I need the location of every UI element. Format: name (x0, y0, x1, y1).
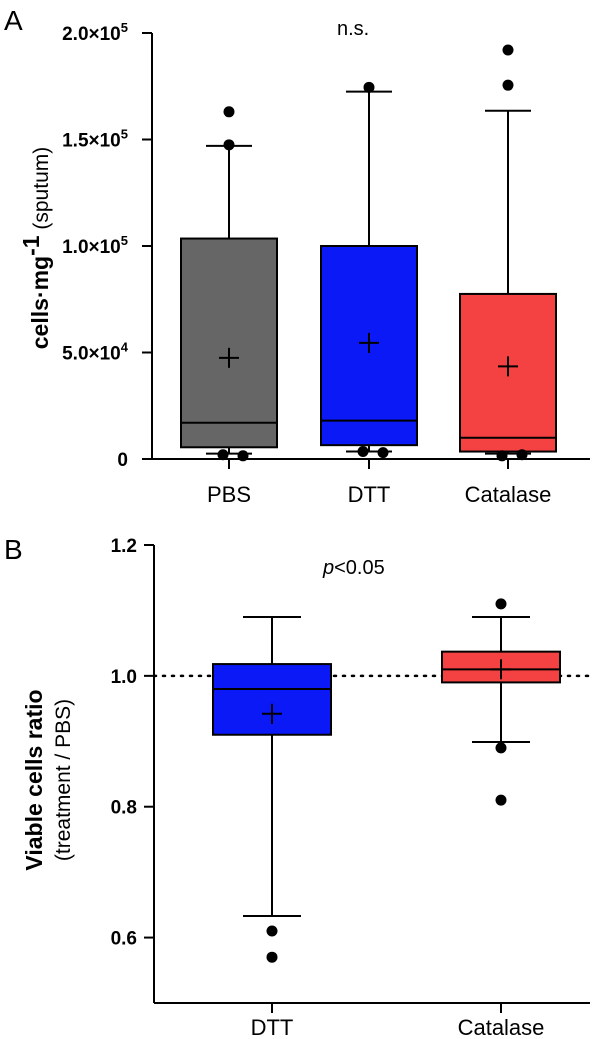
outlier-point (495, 794, 507, 806)
significance-annotation-b-italic: p (322, 557, 334, 579)
plot-area-b: 0.6 0.8 1.0 1.2 DTT Catalase (111, 536, 592, 1039)
outlier-point (266, 951, 278, 963)
y-tick-label: 0.6 (111, 929, 137, 950)
outlier-point (223, 139, 235, 151)
y-axis-label-a-superscript: -1 (18, 235, 44, 256)
outlier-point (496, 450, 508, 462)
y-tick-label: 1.5×105 (62, 127, 128, 152)
x-category-label: DTT (348, 482, 391, 507)
y-tick-exponent: 5 (121, 20, 128, 35)
y-axis-label-a-normal: (sputum) (30, 147, 53, 236)
y-tick-label: 2.0×105 (62, 20, 128, 45)
outlier-point (502, 44, 514, 56)
x-category-label: DTT (251, 1015, 294, 1039)
y-axis-label-a-bold: cells·mg (27, 256, 53, 349)
y-tick-exponent: 5 (121, 233, 128, 248)
y-tick-label: 0.8 (111, 798, 137, 819)
box-dtt (212, 615, 332, 963)
plot-area-a: 0 5.0×104 1.0×105 1.5×105 2.0×105 PBS DTT Catal… (62, 20, 590, 507)
box-iqr (212, 663, 332, 736)
significance-annotation-b-rest: <0.05 (334, 557, 385, 579)
y-tick-label: 5.0×104 (62, 340, 129, 365)
box-dtt (320, 81, 418, 459)
box-catalase (441, 598, 561, 806)
outlier-point (223, 106, 235, 118)
panel-letter-b: B (4, 534, 23, 565)
outlier-point (502, 79, 514, 91)
y-tick-label: 1.0 (111, 667, 137, 688)
outlier-point (217, 449, 229, 461)
panel-b: B p<0.05 Viable cells ratio (treatment /… (4, 534, 592, 1039)
y-tick-label: 1.2 (111, 536, 137, 557)
x-category-label: PBS (207, 482, 251, 507)
outlier-point (266, 925, 278, 937)
y-axis-label-b-bold: Viable cells ratio (21, 689, 47, 870)
box-pbs (180, 106, 278, 462)
y-tick-exponent: 5 (121, 127, 128, 142)
y-tick-exponent: 4 (121, 340, 129, 355)
panel-letter-a: A (4, 5, 23, 36)
box-catalase (459, 44, 557, 462)
outlier-point (363, 81, 375, 93)
x-category-label: Catalase (458, 1015, 545, 1039)
significance-annotation-a: n.s. (337, 18, 369, 40)
outlier-point (357, 446, 369, 458)
significance-annotation-b: p<0.05 (322, 557, 385, 579)
outlier-point (495, 742, 507, 754)
y-axis-label-a: cells·mg-1 (sputum) (18, 147, 53, 349)
outlier-point (377, 447, 389, 459)
x-category-label: Catalase (465, 482, 552, 507)
outlier-point (495, 598, 507, 610)
y-tick-label: 1.0×105 (62, 233, 128, 258)
y-axis-label-b-normal: (treatment / PBS) (52, 699, 75, 861)
panel-a: A n.s. cells·mg-1 (sputum) 0 5.0×104 1.0×1… (4, 5, 590, 507)
outlier-point (237, 450, 249, 462)
y-tick-label: 0 (117, 450, 128, 471)
box-iqr (180, 237, 278, 449)
outlier-point (516, 449, 528, 461)
